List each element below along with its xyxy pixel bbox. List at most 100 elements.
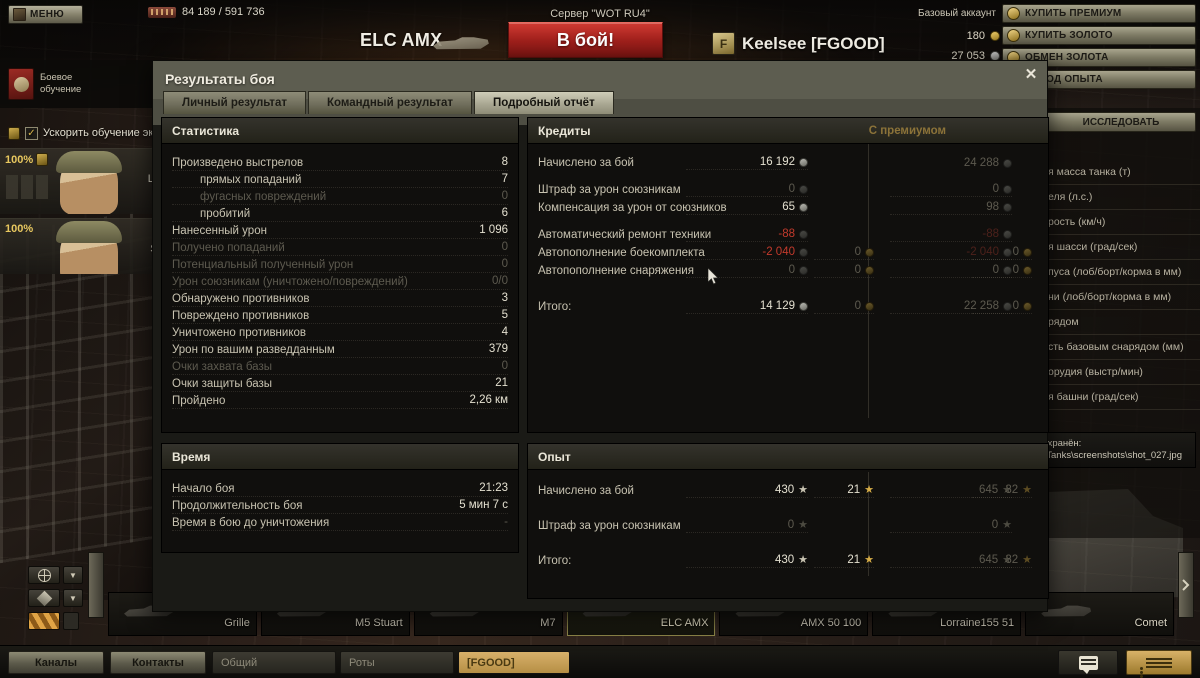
stat-row-distance-travelled: Пройдено 2,26 км [172, 392, 508, 409]
mouse-cursor [707, 267, 720, 286]
time-title: Время [172, 449, 211, 464]
free-xp-value: 32 [1005, 554, 1019, 566]
stat-label: Урон по вашим разведданным [172, 344, 335, 356]
buy-gold-button[interactable]: КУПИТЬ ЗОЛОТО [1002, 26, 1196, 45]
carousel-tank-comet[interactable]: Comet [1025, 592, 1175, 636]
time-label: Начало боя [172, 483, 235, 495]
gold-coin-icon [990, 31, 1000, 41]
free-xp-value: 84 189 / 591 736 [182, 6, 265, 18]
stat-row-damage-dealt: Нанесенный урон 1 096 [172, 222, 508, 239]
credit-value: -2 040 [762, 246, 795, 258]
exp-base-xp: 430 ★ [686, 551, 808, 568]
stat-label: Уничтожено противников [172, 327, 306, 339]
contacts-button[interactable]: Контакты [110, 651, 206, 674]
carousel-next-button[interactable] [1178, 552, 1194, 618]
credit-premium-credits: -88 [890, 225, 1012, 242]
stat-value: 8 [501, 156, 508, 168]
notification-list-button[interactable] [1126, 650, 1192, 675]
transfer-xp-button[interactable]: ПЕРЕВОД ОПЫТА [1002, 70, 1196, 89]
accelerate-checkbox[interactable]: ✓ [25, 126, 38, 140]
dialog-title: Результаты боя [165, 71, 275, 87]
gold-value: 0 [1012, 300, 1019, 312]
channels-button[interactable]: Каналы [8, 651, 104, 674]
chat-tab-general[interactable]: Общий [212, 651, 336, 674]
silver-coin-icon [1003, 203, 1012, 212]
credit-row-auto-ammo: Автопополнение боекомплекта -2 040 0 -2 … [538, 242, 1038, 260]
crew-member-percent: 100% [5, 153, 49, 166]
stat-value: 0/0 [492, 275, 508, 287]
spec-row: пуса (лоб/борт/корма в мм) [1042, 260, 1200, 285]
crew-avatar [56, 151, 122, 214]
xp-star-icon: ★ [798, 519, 808, 531]
combat-training-label: Боевое обучение [40, 72, 81, 96]
free-xp-star-icon: ★ [864, 484, 874, 496]
stat-row-enemies-spotted: Обнаружено противников 3 [172, 290, 508, 307]
stat-value: 7 [501, 173, 508, 185]
experience-header: Опыт [528, 444, 1048, 470]
exp-premium-xp: 645 ★ [890, 551, 1012, 568]
tab-personal-result[interactable]: Личный результат [163, 91, 306, 114]
dialog-tabs: Личный результат Командный результат Под… [163, 91, 616, 114]
premium-filter-button[interactable] [28, 612, 60, 630]
free-xp-star-icon: ★ [1022, 554, 1032, 566]
crew-skill-icons [6, 175, 50, 199]
type-filter-button[interactable] [28, 589, 60, 607]
gold-coin-icon [1023, 302, 1032, 311]
gold-value: 0 [854, 300, 861, 312]
gold-coin-icon [865, 266, 874, 275]
menu-button[interactable]: МЕНЮ [8, 5, 83, 24]
research-button[interactable]: ИССЛЕДОВАТЬ [1046, 112, 1196, 132]
exchange-gold-button[interactable]: ОБМЕН ЗОЛОТА [1002, 48, 1196, 67]
account-type-label: Базовый аккаунт [918, 8, 996, 19]
premium-filter-row[interactable] [28, 612, 84, 630]
credit-value: 22 258 [963, 300, 999, 312]
tab-detailed-report[interactable]: Подробный отчёт [474, 91, 614, 114]
exp-label: Начислено за бой [538, 485, 634, 497]
stat-value: 1 096 [479, 224, 508, 236]
exp-value: 0 [787, 519, 795, 531]
credit-label: Компенсация за урон от союзников [538, 202, 727, 214]
gold-balance: 180 [967, 30, 1000, 42]
credit-premium-credits: 98 [890, 198, 1012, 215]
stat-value: 3 [501, 292, 508, 304]
credit-label: Автопополнение снаряжения [538, 265, 694, 277]
xp-star-icon: ★ [798, 554, 808, 566]
buy-premium-button[interactable]: КУПИТЬ ПРЕМИУМ [1002, 4, 1196, 23]
nation-filter-row[interactable]: ▼ [28, 566, 84, 584]
credit-premium-credits: -2 040 [890, 243, 1012, 260]
statistics-rows: Произведено выстрелов 8 прямых попаданий… [162, 144, 518, 409]
tank-silhouette-icon [124, 605, 174, 617]
stat-row-direct-hits: прямых попаданий 7 [172, 171, 508, 188]
silver-coin-icon [1003, 185, 1012, 194]
credit-value: 0 [992, 264, 999, 276]
credit-base-gold: 0 [814, 261, 874, 278]
player-identity[interactable]: F Keelsee [FGOOD] [712, 32, 885, 55]
type-filter-dropdown[interactable]: ▼ [63, 589, 83, 607]
stat-label: Повреждено противников [172, 310, 310, 322]
message-bubble-button[interactable] [1058, 650, 1118, 675]
spec-row: еля (л.с.) [1042, 185, 1200, 210]
carousel-prev-button[interactable]: chevron-left-icon [88, 552, 104, 618]
silver-coin-icon [799, 185, 808, 194]
type-filter-row[interactable]: ▼ [28, 589, 84, 607]
combat-training-icon [8, 68, 34, 100]
chat-tab-companies[interactable]: Роты [340, 651, 454, 674]
credit-base-credits: 65 [686, 198, 808, 215]
tab-team-result[interactable]: Командный результат [307, 91, 473, 114]
accelerate-label: Ускорить обучение эк [43, 127, 154, 139]
tank-label: ELC AMX [660, 617, 709, 629]
exp-value: 430 [774, 554, 795, 566]
exp-value: 645 [978, 484, 999, 496]
credit-row-compensation: Компенсация за урон от союзников 65 98 [538, 197, 1038, 215]
time-row-battle-duration: Продолжительность боя 5 мин 7 с [172, 497, 508, 514]
nation-filter-dropdown[interactable]: ▼ [63, 566, 83, 584]
credit-value: -88 [778, 228, 795, 240]
credit-value: 14 129 [759, 300, 795, 312]
accelerate-crew-training-row[interactable]: ✓ Ускорить обучение эк [0, 122, 196, 144]
nation-filter-button[interactable] [28, 566, 60, 584]
battle-button[interactable]: В бой! [508, 22, 663, 58]
chat-tab-clan[interactable]: [FGOOD] [458, 651, 570, 674]
silver-coin-icon [799, 248, 808, 257]
extra-filter-button[interactable] [63, 612, 79, 630]
close-icon[interactable]: ✕ [1024, 66, 1038, 83]
